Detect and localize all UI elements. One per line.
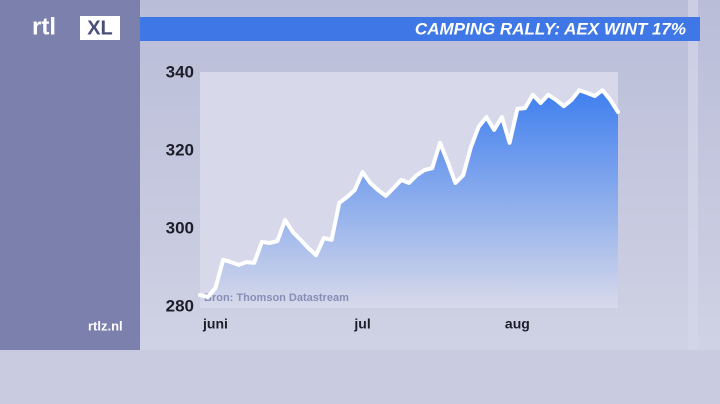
logo: rtl [32, 13, 56, 40]
y-tick-label: 340 [166, 62, 194, 81]
line [198, 88, 620, 299]
x-tick-label: jul [353, 316, 370, 332]
site-url: rtlz.nl [88, 318, 123, 333]
left-panel [0, 0, 140, 350]
title: CAMPING RALLY: AEX WINT 17% [415, 19, 686, 38]
x-tick-label: aug [505, 316, 530, 332]
logo-badge: XL [87, 17, 113, 39]
title-bar [140, 17, 700, 41]
right-stripe [688, 0, 698, 350]
y-tick-label: 300 [166, 218, 194, 237]
y-tick-label: 280 [166, 296, 194, 315]
x-tick-label: juni [202, 316, 228, 332]
y-tick-label: 320 [166, 140, 194, 159]
logo-badge-box [80, 16, 120, 40]
area-fill [200, 90, 618, 307]
bottom-strip [0, 350, 720, 404]
